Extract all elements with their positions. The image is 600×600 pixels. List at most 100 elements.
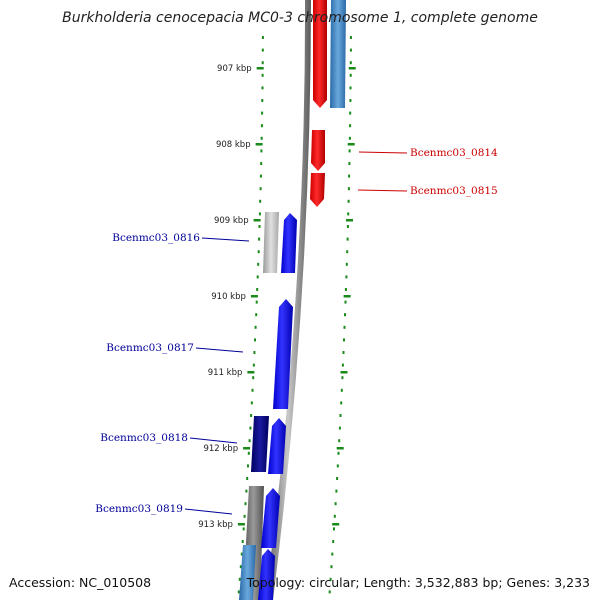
grid-dot — [329, 577, 332, 581]
grid-dot — [330, 565, 333, 569]
grid-dot — [332, 540, 335, 543]
grid-dot — [346, 250, 349, 254]
kbp-tick — [346, 219, 353, 222]
grid-dot — [349, 48, 352, 52]
grid-dot — [259, 174, 262, 178]
grid-dot — [338, 426, 341, 430]
grid-dot — [241, 540, 244, 543]
grid-dot — [345, 275, 348, 279]
grid-dot — [338, 439, 341, 443]
gene-leader-line — [195, 347, 244, 353]
grid-dot — [333, 527, 335, 531]
genome-title: Burkholderia cenocepacia MC0-3 chromosom… — [62, 10, 538, 26]
gene-leader-line — [357, 189, 408, 192]
right-track-grid — [328, 36, 352, 594]
grid-dot — [334, 502, 337, 506]
grid-dot — [349, 99, 352, 102]
grid-dot — [258, 212, 261, 216]
grid-dot — [261, 61, 264, 65]
grid-dot — [250, 414, 253, 417]
kbp-tick — [247, 371, 255, 374]
kbp-tick — [255, 143, 263, 146]
grid-dot — [259, 199, 262, 203]
kbp-label: 911 kbp — [208, 368, 243, 378]
gene-label-bcenmc03_0817[interactable]: Bcenmc03_0817 — [106, 342, 194, 354]
grid-dot — [254, 338, 256, 342]
grid-dot — [238, 577, 241, 581]
kbp-tick — [332, 523, 340, 526]
kbp-label: 913 kbp — [198, 520, 233, 530]
grid-dot — [244, 502, 247, 506]
gene-label-bcenmc03_0814[interactable]: Bcenmc03_0814 — [410, 147, 498, 159]
grid-dot — [237, 590, 240, 594]
grid-dot — [259, 187, 262, 191]
grid-dot — [337, 451, 340, 455]
grid-dot — [333, 514, 336, 518]
gene-block-navy[interactable] — [251, 416, 269, 472]
reverse-strand-genes — [310, 0, 346, 207]
grid-dot — [348, 149, 351, 153]
accession-text: Accession: NC_010508 — [9, 575, 152, 590]
grid-dot — [331, 552, 334, 556]
genome-summary-text: Topology: circular; Length: 3,532,883 bp… — [246, 575, 590, 590]
gene-block-steel-top[interactable] — [330, 0, 346, 108]
kbp-tick — [237, 523, 245, 526]
forward-strand-genes — [239, 212, 297, 600]
grid-dot — [255, 313, 258, 317]
grid-dot — [346, 237, 349, 241]
grid-dot — [340, 388, 343, 392]
grid-dot — [342, 351, 345, 354]
grid-dot — [260, 124, 263, 128]
grid-dot — [256, 288, 259, 291]
gene-arrow-bottom[interactable] — [258, 549, 275, 600]
grid-dot — [258, 225, 261, 228]
grid-dot — [343, 338, 345, 342]
grid-dot — [260, 162, 263, 165]
grid-dot — [260, 149, 263, 153]
gene-block-gray[interactable] — [263, 212, 279, 273]
gene-leader-line — [184, 508, 233, 515]
grid-dot — [258, 237, 261, 241]
grid-dot — [328, 590, 331, 594]
grid-dot — [336, 477, 339, 480]
grid-dot — [340, 401, 343, 405]
gene-block-red-top[interactable] — [313, 0, 327, 108]
gene-label-bcenmc03_0819[interactable]: Bcenmc03_0819 — [95, 503, 183, 515]
grid-dot — [256, 275, 259, 279]
kbp-tick — [343, 295, 351, 298]
grid-dot — [344, 300, 347, 304]
grid-dot — [242, 527, 245, 531]
grid-dot — [255, 300, 258, 304]
grid-dot — [348, 136, 351, 140]
kbp-tick — [243, 447, 251, 450]
gene-0817-arrow[interactable] — [273, 299, 293, 409]
gene-leader-line — [189, 437, 238, 444]
grid-dot — [344, 313, 346, 317]
grid-dot — [336, 464, 339, 468]
gene-0819-arrow[interactable] — [261, 488, 280, 548]
grid-dot — [239, 565, 242, 569]
grid-dot — [343, 325, 346, 329]
grid-dot — [349, 36, 352, 39]
grid-dot — [349, 73, 352, 77]
gene-0815-arrow[interactable] — [310, 173, 325, 207]
gene-label-bcenmc03_0815[interactable]: Bcenmc03_0815 — [410, 185, 498, 197]
grid-dot — [247, 464, 249, 468]
kbp-tick — [256, 67, 264, 70]
gene-0816-arrow[interactable] — [281, 213, 297, 273]
gene-label-bcenmc03_0816[interactable]: Bcenmc03_0816 — [112, 232, 200, 244]
gene-label-bcenmc03_0818[interactable]: Bcenmc03_0818 — [100, 432, 188, 444]
grid-dot — [341, 363, 344, 367]
kbp-tick — [348, 67, 356, 70]
grid-dot — [260, 136, 263, 140]
gene-0814-arrow[interactable] — [311, 130, 325, 171]
grid-dot — [253, 351, 256, 354]
grid-dot — [243, 514, 246, 518]
kbp-label: 909 kbp — [214, 216, 249, 226]
kbp-tick — [340, 371, 348, 374]
grid-dot — [257, 262, 260, 266]
gene-0818-arrow[interactable] — [268, 418, 286, 474]
gene-block-steel-bottom[interactable] — [239, 545, 256, 600]
